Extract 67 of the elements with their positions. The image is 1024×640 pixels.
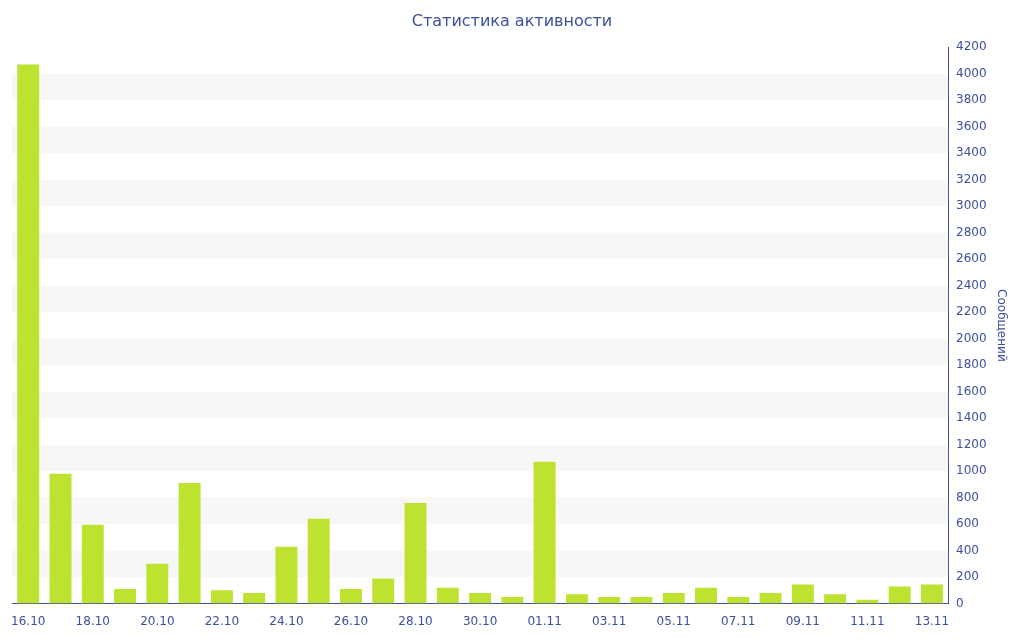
bar: [501, 596, 524, 604]
bar: [469, 593, 492, 604]
bar: [404, 502, 427, 604]
bar: [630, 596, 653, 604]
x-tick-label: 13.11: [914, 613, 950, 628]
chart-title: Статистика активности: [411, 10, 613, 30]
bar: [888, 586, 911, 604]
bar: [307, 518, 330, 604]
y-tick-label: 2800: [956, 224, 987, 239]
bar: [695, 587, 717, 604]
bar: [791, 584, 814, 604]
bar: [727, 596, 750, 604]
bar: [114, 589, 137, 604]
y-tick-label: 3800: [956, 92, 987, 107]
x-tick-label: 11.11: [850, 613, 885, 628]
bar: [49, 473, 72, 604]
y-tick-label: 3400: [956, 145, 987, 160]
y-tick-label: 200: [956, 569, 979, 584]
bar: [662, 593, 685, 604]
bar: [759, 593, 782, 604]
x-tick-label: 16.10: [11, 613, 46, 628]
x-tick-label: 30.10: [462, 613, 498, 628]
bar: [533, 461, 556, 604]
bar: [372, 578, 395, 604]
y-tick-label: 800: [956, 489, 979, 504]
bar: [275, 546, 298, 604]
y-tick-label: 2400: [956, 277, 987, 292]
y-tick-label: 1200: [956, 436, 987, 451]
y-tick-label: 1000: [956, 463, 987, 478]
x-tick-label: 01.11: [527, 613, 562, 628]
y-tick-label: 2000: [956, 330, 987, 345]
x-tick-label: 07.11: [721, 613, 756, 628]
bar: [340, 589, 362, 604]
x-tick-label: 22.10: [204, 613, 240, 628]
y-tick-label: 2200: [956, 304, 987, 319]
y-tick-label: 1800: [956, 357, 987, 372]
y-tick-label: 3600: [956, 118, 987, 133]
y-tick-label: 3200: [956, 171, 987, 186]
bar: [436, 587, 459, 604]
x-tick-label: 03.11: [592, 613, 627, 628]
x-tick-label: 20.10: [140, 613, 175, 628]
y-tick-label: 4000: [956, 65, 987, 80]
x-tick-label: 05.11: [656, 613, 691, 628]
x-tick-label: 18.10: [75, 613, 110, 628]
y-tick-label: 0: [956, 595, 964, 610]
x-tick-label: 09.11: [785, 613, 821, 628]
bar: [146, 563, 169, 604]
bar: [824, 594, 847, 604]
y-tick-label: 400: [956, 542, 979, 557]
bar: [17, 64, 40, 604]
y-tick-label: 600: [956, 516, 979, 531]
y-tick-label: 1600: [956, 383, 987, 398]
bar: [81, 524, 104, 604]
bar: [598, 596, 621, 604]
y-tick-label: 2600: [956, 251, 987, 266]
y-tick-label: 3000: [956, 198, 987, 213]
bar: [210, 590, 233, 604]
bar: [243, 593, 266, 604]
x-tick-label: 26.10: [333, 613, 369, 628]
x-tick-label: 28.10: [398, 613, 433, 628]
x-tick-label: 24.10: [269, 613, 304, 628]
y-tick-label: 1400: [956, 410, 987, 425]
bar: [565, 594, 588, 604]
bar: [178, 483, 201, 604]
y-axis-title: Сообщений: [994, 289, 1009, 362]
y-tick-label: 4200: [956, 39, 987, 54]
bar: [920, 584, 943, 604]
